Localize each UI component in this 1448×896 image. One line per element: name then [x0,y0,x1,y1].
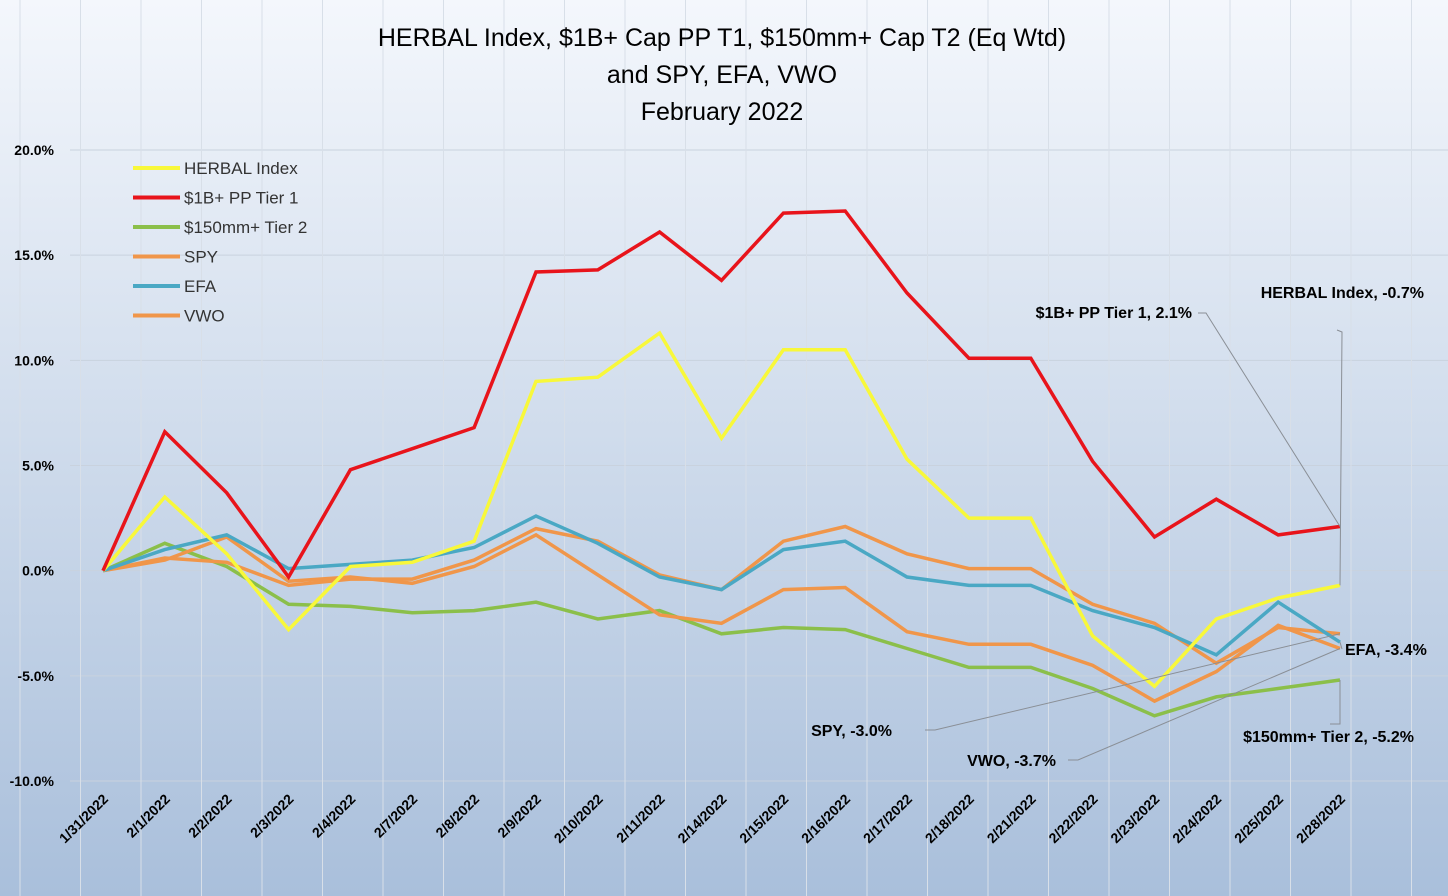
annotation-label: $1B+ PP Tier 1, 2.1% [1036,305,1192,322]
annotation-label: HERBAL Index, -0.7% [1261,285,1424,302]
title-line-2: and SPY, EFA, VWO [607,61,837,89]
legend-label: HERBAL Index [184,159,298,178]
annotation-leader [925,633,1341,731]
legend-label: $150mm+ Tier 2 [184,218,307,237]
legend-label: EFA [184,277,217,296]
annotation-label: SPY, -3.0% [811,723,892,740]
title-line-1: HERBAL Index, $1B+ Cap PP T1, $150mm+ Ca… [378,24,1066,52]
series-line--1b-pp-tier-1 [101,209,1341,581]
y-tick-label: -10.0% [10,773,55,789]
annotation-leader [1339,642,1343,650]
series-line--150mm-tier-2 [102,541,1341,718]
legend-label: SPY [184,248,218,267]
y-tick-label: 0.0% [22,563,54,579]
gridlines [19,0,1448,896]
legend-label: $1B+ PP Tier 1 [184,189,299,208]
y-tick-label: 15.0% [14,247,54,263]
series-line-efa [102,514,1341,657]
y-axis-ticks: 20.0% 15.0% 10.0% 5.0% 0.0% -5.0% -10.0% [10,142,55,789]
series-lines [101,209,1341,718]
y-tick-label: 10.0% [14,352,54,368]
legend: HERBAL Index $1B+ PP Tier 1 $150mm+ Tier 2… [133,159,307,326]
annotation-label: EFA, -3.4% [1345,642,1427,659]
series-line-vwo [102,532,1341,704]
annotations: $1B+ PP Tier 1, 2.1% HERBAL Index, -0.7% E… [811,285,1427,770]
annotation-leader [1336,329,1343,586]
y-tick-label: 5.0% [22,458,54,474]
annotation-leader [1330,680,1341,725]
legend-label: VWO [184,307,225,326]
chart-title: HERBAL Index, $1B+ Cap PP T1, $150mm+ Ca… [378,24,1066,126]
annotation-label: $150mm+ Tier 2, -5.2% [1243,729,1414,746]
series-line-herbal-index [101,330,1341,689]
y-tick-label: -5.0% [17,668,54,684]
y-tick-label: 20.0% [14,142,54,158]
title-line-3: February 2022 [641,98,804,126]
annotation-leader [1068,648,1341,761]
annotation-label: VWO, -3.7% [967,753,1056,770]
annotation-leader [1198,312,1341,527]
